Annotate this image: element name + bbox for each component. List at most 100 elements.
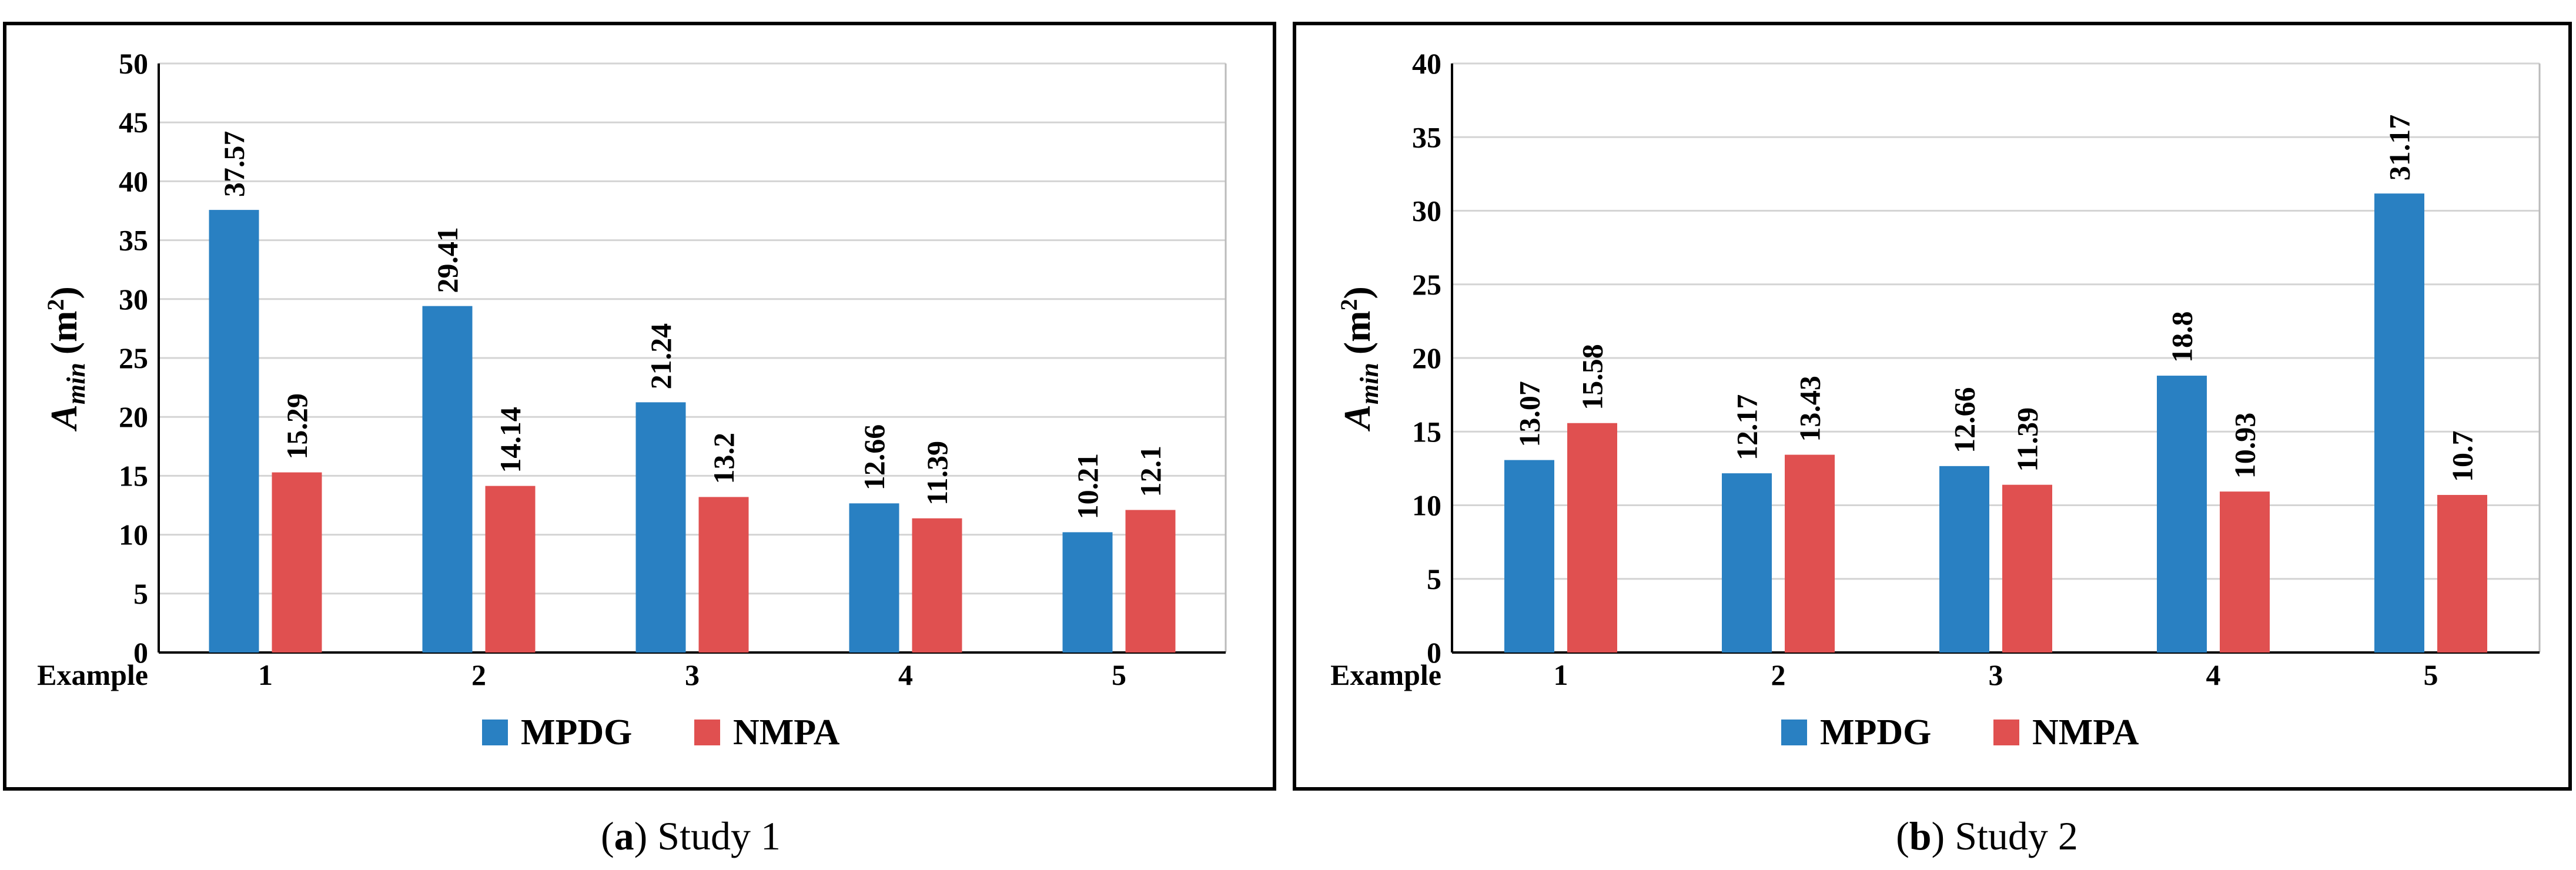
data-label: 11.39: [921, 441, 954, 506]
bar-nmpa-example-3: [2002, 484, 2052, 652]
x-category-title: Example: [37, 658, 148, 691]
data-label: 10.93: [2229, 413, 2261, 479]
data-label: 14.14: [494, 407, 527, 473]
bar-mpdg-example-3: [1939, 466, 1989, 652]
caption-open-paren: (: [601, 814, 614, 858]
x-tick-label: 3: [685, 658, 700, 691]
y-tick-label: 20: [119, 400, 148, 433]
y-label-symbol: A: [1336, 404, 1378, 432]
legend-label-mpdg: MPDG: [521, 712, 632, 752]
y-axis-label: Amin (m2): [1336, 286, 1384, 432]
bar-nmpa-example-5: [2437, 494, 2487, 652]
data-label: 31.17: [2383, 115, 2416, 181]
data-label: 15.58: [1576, 344, 1609, 410]
y-label-unit: (m: [1336, 311, 1378, 355]
data-label: 21.24: [644, 323, 677, 390]
x-tick-label: 2: [1771, 658, 1786, 691]
y-tick-label: 0: [1427, 636, 1441, 669]
data-label: 12.1: [1134, 446, 1167, 497]
bar-mpdg-example-4: [849, 503, 899, 652]
bar-mpdg-example-1: [1504, 460, 1554, 652]
y-tick-label: 5: [1427, 563, 1441, 595]
y-label-close: ): [43, 286, 85, 299]
legend-swatch-mpdg: [482, 720, 508, 745]
caption-close-paren: ): [634, 814, 658, 858]
bar-mpdg-example-5: [1062, 532, 1113, 652]
y-tick-label: 30: [119, 283, 148, 316]
x-tick-label: 3: [1989, 658, 2003, 691]
y-label-subscript: min: [1355, 363, 1384, 404]
y-tick-label: 10: [119, 518, 148, 551]
y-tick-label: 15: [1412, 415, 1441, 448]
x-tick-label: 1: [1554, 658, 1568, 691]
bar-nmpa-example-2: [1785, 454, 1835, 652]
legend-swatch-mpdg: [1781, 720, 1807, 745]
y-tick-label: 40: [1412, 47, 1441, 80]
bar-nmpa-example-4: [912, 518, 962, 652]
legend-label-nmpa: NMPA: [2032, 712, 2139, 752]
data-label: 37.57: [218, 131, 250, 198]
x-tick-label: 4: [2206, 658, 2221, 691]
y-tick-label: 45: [119, 106, 148, 139]
bar-mpdg-example-2: [422, 306, 473, 652]
y-tick-label: 50: [119, 47, 148, 80]
data-label: 15.29: [280, 393, 313, 460]
y-tick-label: 0: [133, 636, 148, 669]
y-axis-label: Amin (m2): [42, 286, 91, 432]
y-tick-label: 35: [119, 224, 148, 257]
caption-open-paren: (: [1896, 814, 1909, 858]
y-tick-label: 15: [119, 459, 148, 492]
bar-nmpa-example-2: [485, 486, 536, 652]
panel-caption: (b) Study 2: [1896, 814, 2078, 858]
y-label-subscript: min: [62, 363, 91, 404]
y-tick-label: 25: [1412, 268, 1441, 301]
data-label: 13.43: [1794, 376, 1826, 442]
y-tick-label: 40: [119, 165, 148, 198]
x-tick-label: 5: [1112, 658, 1126, 691]
caption-close-paren: ): [1932, 814, 1955, 858]
x-category-title: Example: [1330, 658, 1441, 691]
y-label-superscript: 2: [1336, 299, 1362, 311]
data-label: 13.2: [707, 433, 740, 484]
bar-nmpa-example-5: [1125, 510, 1176, 652]
caption-letter: a: [614, 814, 634, 858]
data-label: 11.39: [2011, 407, 2044, 472]
panel-b-frame: [1293, 22, 2572, 791]
legend-label-nmpa: NMPA: [733, 712, 840, 752]
bar-mpdg-example-5: [2374, 193, 2424, 652]
bar-nmpa-example-1: [1567, 423, 1617, 652]
data-label: 12.17: [1731, 394, 1764, 461]
y-tick-label: 10: [1412, 489, 1441, 522]
bar-nmpa-example-1: [272, 472, 322, 652]
data-label: 13.07: [1513, 381, 1546, 447]
bar-nmpa-example-4: [2220, 491, 2270, 652]
bar-nmpa-example-3: [698, 497, 749, 652]
y-tick-label: 20: [1412, 342, 1441, 374]
x-tick-label: 5: [2424, 658, 2438, 691]
caption-letter: b: [1909, 814, 1932, 858]
x-tick-label: 1: [258, 658, 273, 691]
y-tick-label: 5: [133, 577, 148, 610]
legend-swatch-nmpa: [1993, 720, 2019, 745]
data-label: 18.8: [2166, 312, 2199, 363]
y-tick-label: 25: [119, 342, 148, 374]
bar-mpdg-example-4: [2157, 376, 2207, 652]
data-label: 12.66: [858, 424, 891, 491]
bar-mpdg-example-1: [209, 210, 259, 653]
y-label-symbol: A: [43, 404, 85, 432]
legend-label-mpdg: MPDG: [1820, 712, 1931, 752]
data-label: 10.7: [2446, 430, 2479, 482]
x-tick-label: 2: [471, 658, 486, 691]
y-label-close: ): [1336, 286, 1378, 299]
y-label-unit: (m: [43, 311, 85, 355]
chart-panel-a: 0510152025303540455037.5715.29129.4114.1…: [37, 47, 1227, 752]
caption-text: Study 2: [1955, 814, 2078, 858]
y-label-superscript: 2: [42, 299, 69, 311]
bar-mpdg-example-3: [635, 402, 686, 652]
legend-swatch-nmpa: [694, 720, 720, 745]
x-tick-label: 4: [898, 658, 913, 691]
panel-caption: (a) Study 1: [601, 814, 781, 858]
caption-text: Study 1: [657, 814, 781, 858]
